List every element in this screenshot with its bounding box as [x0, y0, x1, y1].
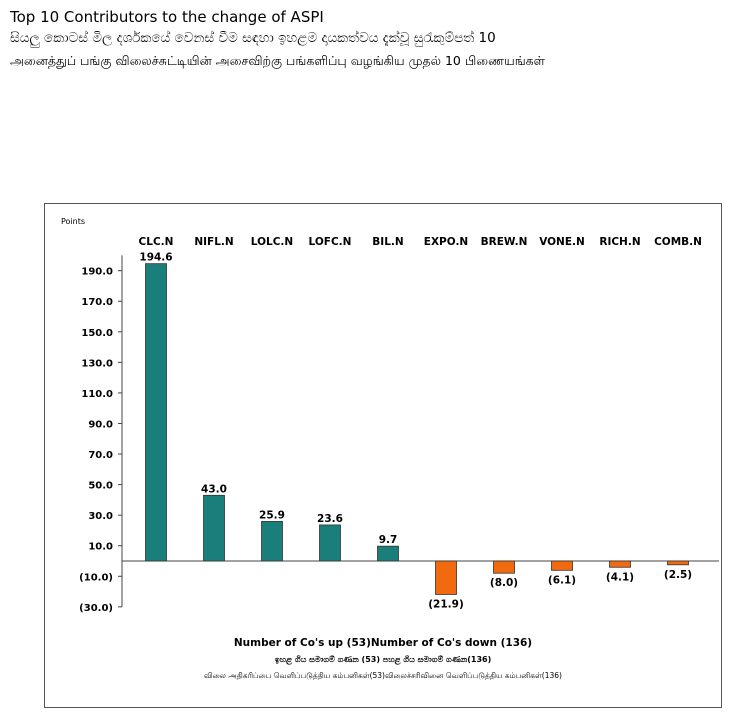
bar [377, 545, 399, 562]
bar [435, 560, 457, 595]
bar [609, 560, 631, 568]
bar [145, 263, 167, 562]
y-tick-label: (10.0) [79, 572, 113, 583]
title-sinhala: සියලු කොටස් මිල දර්ශකයේ වෙනස් වීම සඳහා ඉ… [10, 30, 496, 46]
category-label: CLC.N [139, 236, 174, 248]
value-label: 194.6 [139, 252, 172, 264]
footer-companies-count-en: Number of Co's up (53)Number of Co's dow… [233, 637, 533, 649]
y-tick-label: 50.0 [88, 481, 113, 492]
category-label: BIL.N [372, 236, 403, 248]
y-tick-label: 170.0 [81, 297, 113, 308]
value-label: (6.1) [548, 574, 576, 586]
bar [319, 524, 341, 562]
bar [551, 560, 573, 571]
y-tick-label: 110.0 [81, 389, 113, 400]
category-label: EXPO.N [424, 236, 468, 248]
value-label: (8.0) [490, 577, 518, 589]
category-label: NIFL.N [194, 236, 233, 248]
category-label: RICH.N [599, 236, 640, 248]
footer-companies-count-ta: விலை அதிகரிப்பை வெளிப்படுத்திய கம்பனிகள்… [204, 671, 562, 680]
value-label: 43.0 [201, 483, 227, 495]
bar-chart: Points 190.0 170.0 150.0 130.0 110.0 90.0 70.0 5… [61, 217, 719, 614]
footer-companies-count-si: ඉහළ ගිය සමාගම් ගණන (53) පහළ ගිය සමාගම් ග… [274, 655, 492, 664]
y-tick-label: 10.0 [88, 542, 113, 553]
category-label: COMB.N [654, 236, 702, 248]
value-label: (4.1) [606, 571, 634, 583]
y-tick-label: 70.0 [88, 450, 113, 461]
category-label: LOLC.N [251, 236, 293, 248]
title-tamil: அனைத்துப் பங்கு விலைச்சுட்டியின் அசைவிற்… [10, 53, 545, 68]
y-tick-label: 30.0 [88, 511, 113, 522]
bar [667, 560, 689, 566]
y-tick-label: (30.0) [79, 603, 113, 614]
value-label: 25.9 [259, 509, 285, 521]
y-tick-label: 150.0 [81, 328, 113, 339]
value-label: 9.7 [379, 534, 398, 546]
y-tick-label: 190.0 [81, 267, 113, 278]
y-axis-label: Points [61, 217, 85, 226]
category-label: VONE.N [539, 236, 585, 248]
y-tick-label: 130.0 [81, 358, 113, 369]
y-tick-label: 90.0 [88, 419, 113, 430]
category-label: LOFC.N [309, 236, 352, 248]
value-label: 23.6 [317, 513, 343, 525]
value-label: (2.5) [664, 569, 692, 581]
value-label: (21.9) [428, 598, 464, 610]
title-english: Top 10 Contributors to the change of ASP… [10, 8, 324, 26]
chart-frame: Points 190.0 170.0 150.0 130.0 110.0 90.0 70.0 5… [44, 203, 722, 708]
category-label: BREW.N [481, 236, 528, 248]
bar [261, 521, 283, 562]
bar [203, 494, 225, 562]
bar [493, 560, 515, 574]
